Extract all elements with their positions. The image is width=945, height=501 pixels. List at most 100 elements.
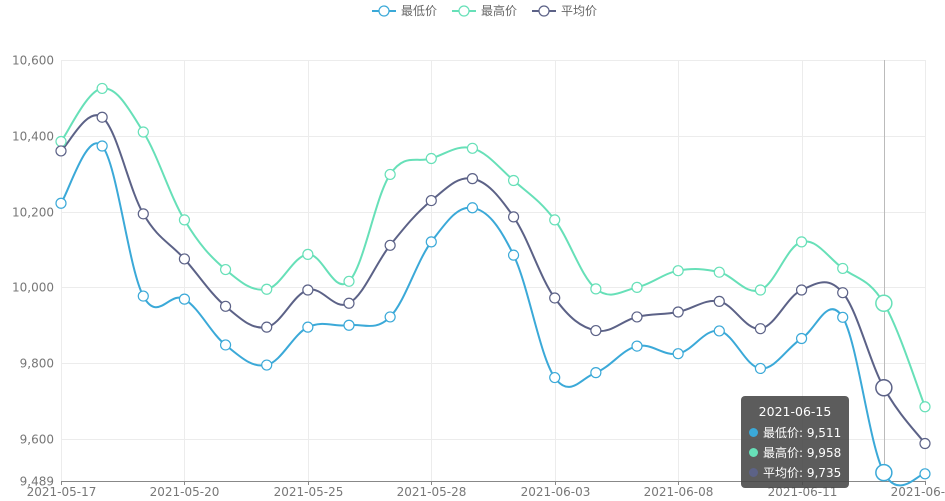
data-point-avg[interactable]: [754, 323, 767, 335]
legend-item-avg[interactable]: 平均价: [532, 4, 597, 18]
data-point-low[interactable]: [261, 359, 273, 371]
data-point-avg[interactable]: [384, 239, 396, 251]
data-point-avg[interactable]: [919, 437, 931, 450]
series-line-avg: [60, 114, 926, 445]
data-point-avg[interactable]: [837, 287, 849, 299]
data-point-low[interactable]: [507, 249, 520, 261]
data-point-high[interactable]: [55, 135, 67, 148]
y-tick-label: 10,000: [12, 281, 54, 295]
legend-item-high[interactable]: 最高价: [452, 3, 517, 18]
data-point-high[interactable]: [875, 294, 893, 313]
series-line-high: [60, 87, 926, 408]
data-point-avg[interactable]: [590, 324, 602, 337]
data-point-low[interactable]: [137, 290, 149, 302]
data-point-avg[interactable]: [631, 311, 643, 323]
data-point-low[interactable]: [875, 463, 893, 482]
data-point-avg[interactable]: [672, 306, 684, 318]
data-point-high[interactable]: [549, 214, 561, 226]
legend-label: 平均价: [561, 4, 597, 18]
x-tick-label: 2021-06-03: [521, 485, 591, 497]
data-point-high[interactable]: [261, 283, 273, 295]
tooltip-row-avg: 平均价: 9,735: [749, 463, 841, 483]
tooltip-low-value: 最低价: 9,511: [763, 426, 842, 440]
chart-tooltip: 2021-06-15 最低价: 9,511 最高价: 9,958 平均价: 9,…: [741, 396, 849, 488]
data-point-avg[interactable]: [466, 173, 479, 185]
x-tick-label: 2021-06-16: [891, 485, 945, 497]
data-point-high[interactable]: [466, 142, 479, 154]
data-point-avg[interactable]: [425, 194, 437, 207]
data-point-avg[interactable]: [795, 284, 808, 296]
data-point-low[interactable]: [219, 339, 232, 351]
data-point-low[interactable]: [837, 311, 849, 323]
data-point-avg[interactable]: [875, 379, 893, 397]
y-tick-label: 10,400: [12, 130, 54, 144]
data-point-low[interactable]: [631, 340, 643, 352]
data-point-avg[interactable]: [549, 292, 561, 304]
data-point-low[interactable]: [302, 321, 314, 333]
data-point-low[interactable]: [549, 371, 561, 384]
data-point-high[interactable]: [219, 263, 232, 276]
tooltip-date: 2021-06-15: [758, 404, 832, 419]
y-tick-label: 9,489: [20, 475, 54, 489]
data-point-high[interactable]: [837, 262, 849, 275]
data-point-high[interactable]: [384, 168, 396, 181]
data-point-low[interactable]: [713, 325, 725, 337]
data-point-low[interactable]: [754, 362, 767, 375]
x-tick-label: 2021-05-17: [27, 485, 97, 497]
x-tick-label: 2021-05-20: [150, 485, 220, 497]
data-point-avg[interactable]: [137, 208, 149, 220]
x-tick-label: 2021-05-28: [397, 485, 467, 497]
data-point-high[interactable]: [178, 214, 191, 226]
data-point-high[interactable]: [425, 152, 437, 165]
legend-item-low[interactable]: 最低价: [372, 4, 437, 18]
data-point-low[interactable]: [672, 348, 684, 360]
x-tick-label: 2021-05-25: [274, 485, 344, 497]
data-point-low[interactable]: [466, 202, 479, 214]
data-point-high[interactable]: [590, 283, 602, 295]
data-point-avg[interactable]: [219, 300, 232, 312]
legend-label: 最高价: [481, 3, 517, 18]
legend-marker-icon: [458, 5, 470, 17]
data-point-low[interactable]: [178, 293, 191, 305]
data-point-high[interactable]: [507, 174, 520, 187]
data-point-high[interactable]: [302, 248, 314, 260]
data-point-low[interactable]: [590, 367, 602, 379]
legend-marker-icon: [538, 5, 550, 17]
y-tick-label: 9,800: [20, 357, 54, 371]
x-tick-label: 2021-06-08: [644, 485, 714, 497]
data-point-high[interactable]: [672, 265, 684, 277]
x-tick-label: 2021-06-11: [768, 485, 838, 497]
legend-label: 最低价: [401, 4, 437, 18]
data-point-high[interactable]: [96, 82, 108, 95]
data-point-high[interactable]: [795, 236, 808, 248]
data-point-low[interactable]: [919, 468, 931, 480]
data-point-low[interactable]: [384, 311, 396, 323]
y-tick-label: 9,600: [20, 433, 54, 447]
data-point-low[interactable]: [425, 236, 437, 248]
tooltip-avg-value: 平均价: 9,735: [763, 466, 842, 480]
data-point-high[interactable]: [631, 281, 643, 293]
data-point-avg[interactable]: [343, 297, 355, 309]
data-point-low[interactable]: [343, 319, 355, 331]
data-point-avg[interactable]: [261, 321, 273, 333]
data-point-high[interactable]: [919, 401, 931, 413]
tooltip-avg-dot: [749, 468, 758, 477]
data-point-low[interactable]: [96, 140, 108, 152]
data-point-avg[interactable]: [55, 145, 67, 157]
data-point-avg[interactable]: [96, 111, 108, 123]
data-point-high[interactable]: [343, 275, 355, 287]
data-point-low[interactable]: [55, 197, 67, 209]
data-point-avg[interactable]: [507, 211, 520, 223]
data-point-high[interactable]: [754, 284, 767, 296]
y-tick-label: 10,200: [12, 206, 54, 220]
tooltip-row-low: 最低价: 9,511: [749, 423, 841, 443]
legend-marker-icon: [378, 5, 390, 17]
data-point-high[interactable]: [713, 266, 725, 278]
data-point-avg[interactable]: [178, 253, 191, 265]
data-point-avg[interactable]: [713, 295, 725, 307]
data-point-avg[interactable]: [302, 284, 314, 296]
data-point-low[interactable]: [795, 332, 808, 345]
data-point-high[interactable]: [137, 126, 149, 138]
